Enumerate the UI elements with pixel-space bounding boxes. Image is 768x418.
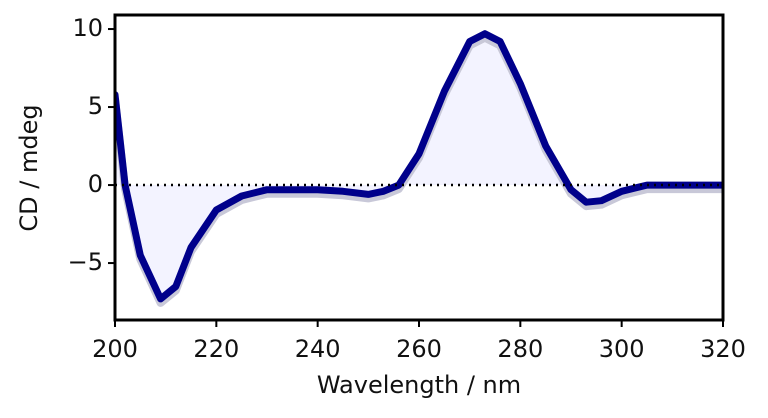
y-tick-label: 0 [88,170,103,198]
plot-frame [113,13,725,322]
x-tick-label: 280 [497,335,543,363]
x-tick-label: 240 [295,335,341,363]
area [115,33,723,299]
y-axis-label: CD / mdeg [15,104,43,231]
line [115,30,723,303]
y-tick-label: 10 [72,14,103,42]
x-tick-label: 260 [396,335,442,363]
x-tick-label: 220 [193,335,239,363]
x-tick-label: 300 [599,335,645,363]
x-tick-label: 320 [700,335,746,363]
x-axis-label: Wavelength / nm [317,371,521,399]
y-tick-label: −5 [68,248,103,276]
x-tick-label: 200 [92,335,138,363]
y-tick-label: 5 [88,92,103,120]
